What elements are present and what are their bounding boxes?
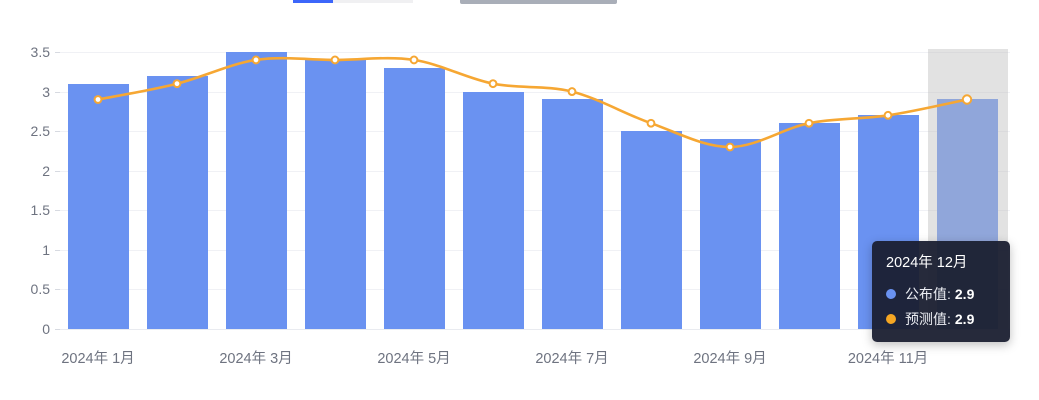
line-marker-month-8[interactable] [646,118,656,128]
y-gridline [60,131,1010,133]
line-marker-month-11[interactable] [883,110,893,120]
line-marker-month-7[interactable] [567,87,577,96]
forecast-line-layer [93,55,973,152]
y-gridline [60,52,1010,53]
x-axis-label: 2024年 7月 [535,351,609,367]
y-axis-label: 3 [42,83,50,100]
y-axis-label: 1.5 [30,202,50,219]
tooltip-row-forecast: 预测值: 2.9 [886,306,996,331]
active-tab-indicator[interactable] [293,0,333,3]
line-marker-month-4[interactable] [330,55,340,65]
y-gridline [60,249,1010,251]
y-axis-tick [55,91,60,93]
bar-month-8[interactable] [620,131,682,329]
y-axis-label: 2 [42,162,50,179]
x-axis-line [60,329,1010,330]
line-marker-month-9[interactable] [725,142,735,152]
line-marker-month-3[interactable] [251,55,261,65]
bars-layer [60,40,1010,330]
y-axis-tick [55,289,60,291]
y-axis-tick [55,210,60,212]
y-axis-label: 1 [42,241,50,258]
tooltip-value: 2.9 [954,285,975,302]
line-marker-month-1[interactable] [93,95,103,104]
y-axis-label: 0 [42,321,50,337]
bar-month-6[interactable] [462,91,524,329]
tab-indicator-track[interactable] [333,0,413,3]
bar-month-5[interactable] [383,67,445,329]
tooltip-label: 公布值: [905,285,951,302]
line-marker-month-10[interactable] [804,118,814,128]
y-axis-tick [55,131,60,133]
line-marker-month-6[interactable] [488,79,498,89]
published-series-dot-icon [886,288,896,299]
x-axis-label: 2024年 5月 [377,351,451,367]
x-axis-label: 2024年 11月 [847,351,929,367]
y-axis-tick [55,170,60,172]
y-axis-label: 3.5 [30,44,50,60]
line-marker-month-5[interactable] [409,55,419,65]
y-gridline [60,289,1010,291]
forecast-series-dot-icon [886,313,896,324]
x-axis-label: 2024年 3月 [219,351,293,367]
bar-month-9[interactable] [699,139,761,329]
scrollbar-thumb[interactable] [460,0,617,4]
forecast-line [97,56,968,149]
y-axis-label: 0.5 [30,281,50,298]
x-axis-label: 2024年 1月 [61,351,135,367]
x-axis-label: 2024年 9月 [693,351,767,367]
y-gridline [60,210,1010,212]
y-gridline [60,91,1010,93]
bar-month-7[interactable] [541,99,603,329]
line-marker-month-2[interactable] [172,79,182,89]
tooltip-value: 2.9 [954,310,975,327]
bar-month-2[interactable] [146,75,208,329]
y-axis-label: 2.5 [30,123,50,140]
bar-month-3[interactable] [225,52,287,329]
bar-month-10[interactable] [778,123,840,329]
y-axis-tick [55,52,60,53]
bar-month-1[interactable] [67,83,129,329]
bar-month-4[interactable] [304,59,366,329]
y-gridline [60,170,1010,172]
line-marker-month-12[interactable] [961,94,973,105]
tooltip-title: 2024年 12月 [886,255,968,271]
chart-plot-area[interactable]: 0 0.5 1 1.5 2 2.5 3 3.5 2024年 1月 2024年 3月 2024年 5… [31,40,1010,367]
y-axis-tick [55,329,60,330]
tooltip-label: 预测值: [905,310,951,327]
tooltip: 2024年 12月 公布值: 2.9 预测值: 2.9 [872,241,1010,342]
tooltip-row-published: 公布值: 2.9 [886,281,996,306]
y-axis-tick [55,249,60,251]
